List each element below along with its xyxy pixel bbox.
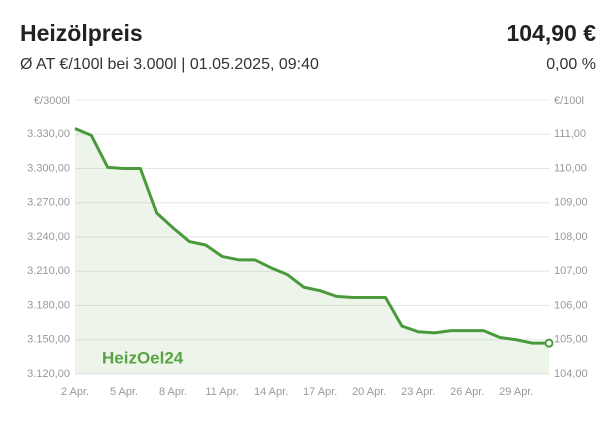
- y2-tick-label: 106,00: [554, 299, 588, 311]
- y2-tick-label: 104,00: [554, 368, 588, 380]
- y-tick-label: 3.270,00: [27, 197, 70, 209]
- x-tick-label: 5 Apr.: [110, 386, 138, 398]
- y-tick-label: 3.180,00: [27, 299, 70, 311]
- x-tick-label: 8 Apr.: [159, 386, 187, 398]
- x-tick-label: 23 Apr.: [401, 386, 435, 398]
- x-tick-label: 2 Apr.: [61, 386, 89, 398]
- line: [74, 127, 549, 345]
- chart-title: Heizölpreis: [20, 20, 143, 46]
- y-tick-label: 3.120,00: [27, 368, 70, 380]
- y2-tick-label: 109,00: [554, 197, 588, 209]
- x-tick-label: 17 Apr.: [303, 386, 337, 398]
- area: [75, 128, 549, 374]
- y-tick-label: 3.210,00: [27, 265, 70, 277]
- watermark: HeizOel24: [102, 348, 184, 367]
- y2-tick-label: 110,00: [554, 162, 587, 174]
- x-tick-label: 14 Apr.: [254, 386, 288, 398]
- change: 0,00 %: [546, 56, 596, 73]
- last-point: [544, 338, 554, 348]
- y-tick-label: 3.240,00: [27, 231, 70, 243]
- x-tick-label: 11 Apr.: [205, 386, 238, 398]
- y-axis-label: €/3000l: [34, 95, 70, 107]
- price: 104,90 €: [506, 20, 596, 46]
- y-tick-label: 3.150,00: [27, 334, 70, 346]
- x-tick-label: 20 Apr.: [352, 386, 386, 398]
- y-tick-label: 3.330,00: [27, 128, 70, 140]
- x-tick-label: 26 Apr.: [450, 386, 484, 398]
- y2-tick-label: 107,00: [554, 265, 588, 277]
- x-tick-label: 29 Apr.: [499, 386, 533, 398]
- y2-tick-label: 105,00: [554, 334, 588, 346]
- subtitle: Ø AT €/100l bei 3.000l | 01.05.2025, 09:…: [20, 56, 319, 73]
- y2-tick-label: 111,00: [554, 128, 586, 140]
- y2-axis-label: €/100l: [554, 95, 584, 107]
- y2-tick-label: 108,00: [554, 231, 588, 243]
- y-tick-label: 3.300,00: [27, 162, 70, 174]
